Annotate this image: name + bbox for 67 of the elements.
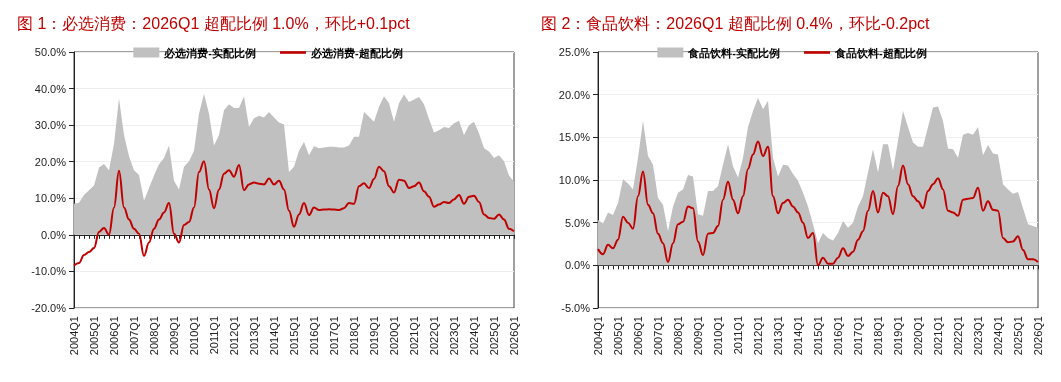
x-tick-label: 2022Q1 [952, 316, 964, 356]
x-tick-label: 2006Q1 [632, 316, 644, 356]
x-tick-label: 2026Q1 [1032, 316, 1044, 356]
x-tick-label: 2021Q1 [932, 316, 944, 356]
x-tick-label: 2023Q1 [972, 316, 984, 356]
y-tick-label: 20.0% [558, 88, 591, 101]
x-tick-label: 2015Q1 [812, 316, 824, 356]
legend-label: 食品饮料-超配比例 [834, 46, 927, 60]
x-tick-label: 2019Q1 [368, 316, 380, 356]
x-tick-label: 2024Q1 [992, 316, 1004, 356]
x-tick-label: 2004Q1 [592, 316, 604, 356]
x-tick-label: 2012Q1 [752, 316, 764, 356]
x-tick-label: 2011Q1 [208, 316, 220, 355]
y-tick-label: 20.0% [34, 155, 67, 168]
x-tick-label: 2017Q1 [328, 316, 340, 356]
x-tick-label: 2011Q1 [732, 316, 744, 355]
y-tick-label: 15.0% [558, 131, 591, 144]
x-tick-label: 2010Q1 [712, 316, 724, 356]
y-tick-label: -20.0% [31, 302, 67, 314]
y-tick-label: 50.0% [34, 46, 67, 58]
x-tick-label: 2018Q1 [872, 316, 884, 356]
x-tick-label: 2006Q1 [108, 316, 120, 356]
y-tick-label: -10.0% [31, 265, 67, 278]
y-tick-label: 40.0% [34, 82, 67, 95]
x-tick-label: 2024Q1 [468, 316, 480, 356]
y-tick-label: -5.0% [561, 302, 591, 314]
x-tick-label: 2012Q1 [228, 316, 240, 356]
x-tick-label: 2007Q1 [128, 316, 140, 356]
y-tick-label: 10.0% [34, 192, 67, 205]
x-tick-label: 2009Q1 [692, 316, 704, 356]
x-tick-label: 2014Q1 [268, 316, 280, 356]
legend-label: 必选消费-实配比例 [163, 46, 257, 59]
x-tick-label: 2010Q1 [188, 316, 200, 356]
legend-label: 食品饮料-实配比例 [687, 46, 781, 60]
x-tick-label: 2013Q1 [772, 316, 784, 356]
chart-title: 图 1：必选消费：2026Q1 超配比例 1.0%，环比+0.1pct [17, 14, 411, 32]
chart-title: 图 2：食品饮料：2026Q1 超配比例 0.4%，环比-0.2pct [541, 14, 931, 32]
y-tick-label: 0.0% [40, 228, 67, 241]
x-tick-label: 2021Q1 [408, 316, 420, 356]
x-tick-label: 2020Q1 [912, 316, 924, 356]
x-tick-label: 2005Q1 [612, 316, 624, 356]
x-tick-label: 2013Q1 [248, 316, 260, 356]
x-tick-label: 2008Q1 [148, 316, 160, 356]
x-tick-label: 2018Q1 [348, 316, 360, 356]
x-tick-label: 2004Q1 [68, 316, 80, 356]
x-tick-label: 2022Q1 [428, 316, 440, 356]
x-tick-label: 2014Q1 [792, 316, 804, 356]
x-tick-label: 2017Q1 [852, 316, 864, 356]
y-tick-label: 5.0% [564, 216, 591, 229]
x-tick-label: 2016Q1 [832, 316, 844, 356]
x-tick-label: 2005Q1 [88, 316, 100, 356]
x-tick-label: 2025Q1 [1012, 316, 1024, 356]
x-tick-label: 2026Q1 [508, 316, 520, 356]
x-tick-label: 2009Q1 [168, 316, 180, 356]
y-tick-label: 0.0% [564, 259, 591, 272]
y-tick-label: 30.0% [34, 119, 67, 132]
x-tick-label: 2007Q1 [652, 316, 664, 356]
y-tick-label: 10.0% [558, 174, 591, 186]
y-tick-label: 25.0% [558, 46, 591, 58]
x-tick-label: 2023Q1 [448, 316, 460, 356]
x-tick-label: 2015Q1 [288, 316, 300, 356]
x-tick-label: 2020Q1 [388, 316, 400, 356]
x-tick-label: 2019Q1 [892, 316, 904, 356]
x-tick-label: 2025Q1 [488, 316, 500, 356]
x-tick-label: 2016Q1 [308, 316, 320, 356]
x-tick-label: 2008Q1 [672, 316, 684, 356]
legend-label: 必选消费-超配比例 [310, 46, 403, 59]
